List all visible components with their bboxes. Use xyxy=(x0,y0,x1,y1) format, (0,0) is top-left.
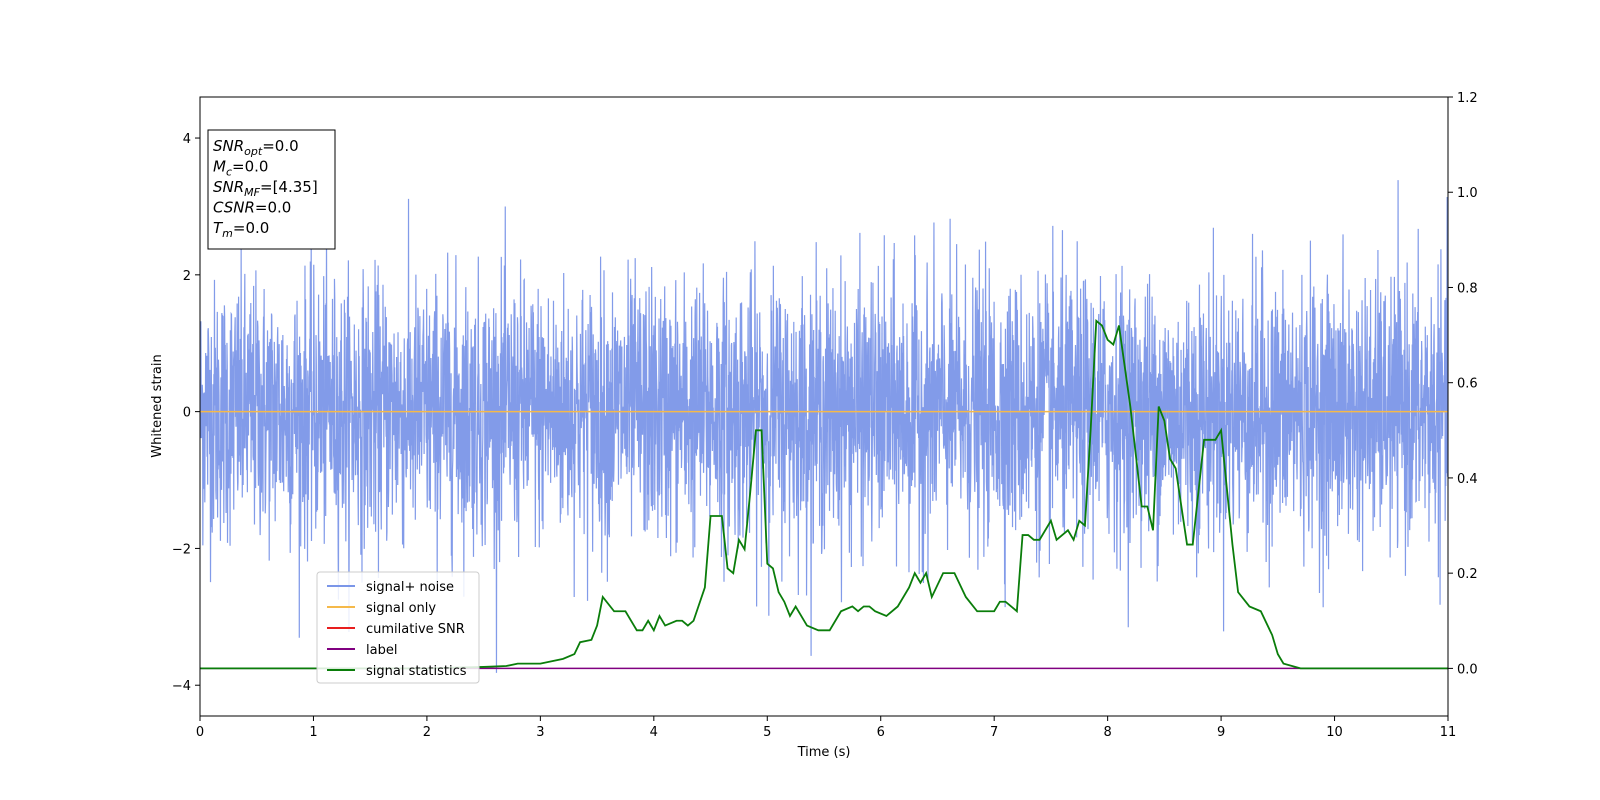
signal-statistics-line xyxy=(200,318,1448,670)
y-axis-right: 0.0 0.2 0.4 0.6 0.8 1.0 1.2 xyxy=(1448,91,1478,677)
y-right-tick-label: 0.4 xyxy=(1457,472,1478,487)
x-tick-label: 5 xyxy=(763,725,771,740)
y-right-tick-label: 1.0 xyxy=(1457,186,1478,201)
legend-frame xyxy=(316,571,480,684)
x-tick-label: 4 xyxy=(650,725,658,740)
y-right-tick-label: 0.8 xyxy=(1457,281,1478,296)
y-right-tick-label: 0.2 xyxy=(1457,567,1478,582)
legend-label: signal only xyxy=(366,601,436,616)
x-tick-label: 11 xyxy=(1440,725,1457,740)
stats-box-frame xyxy=(207,129,336,250)
x-tick-label: 7 xyxy=(990,725,998,740)
y-right-tick-label: 0.6 xyxy=(1457,377,1478,392)
y-left-tick-label: 0 xyxy=(183,406,191,421)
y-axis-label: Whitened strain xyxy=(150,354,165,457)
y-right-tick-label: 1.2 xyxy=(1457,91,1478,106)
x-tick-label: 1 xyxy=(309,725,317,740)
x-axis: 0 1 2 3 4 5 6 7 8 9 10 11 xyxy=(196,716,1456,740)
x-axis-label: Time (s) xyxy=(797,745,851,760)
y-left-tick-label: 4 xyxy=(183,132,191,147)
y-left-tick-label: −4 xyxy=(172,679,191,694)
legend-label: signal statistics xyxy=(366,664,467,679)
y-left-tick-label: −2 xyxy=(172,542,191,557)
x-tick-label: 9 xyxy=(1217,725,1225,740)
y-axis-left: −4 −2 0 2 4 xyxy=(172,132,200,694)
x-tick-label: 10 xyxy=(1326,725,1343,740)
legend-label: cumilative SNR xyxy=(366,622,465,637)
y-left-tick-label: 2 xyxy=(183,269,191,284)
plot-frame xyxy=(199,96,1449,717)
x-tick-label: 0 xyxy=(196,725,204,740)
legend-label: signal+ noise xyxy=(366,580,454,595)
signal-plus-noise-series xyxy=(200,180,1448,673)
stats-box-line: SNRopt=0.0 xyxy=(213,137,299,158)
legend-label: label xyxy=(366,643,397,658)
x-tick-label: 2 xyxy=(423,725,431,740)
signal-plus-noise-line xyxy=(200,180,1448,673)
stats-box-line: Tm=0.0 xyxy=(213,219,269,240)
stats-box-line: SNRMF=[4.35] xyxy=(213,178,318,199)
legend: signal+ noise signal only cumilative SNR la… xyxy=(316,571,480,684)
x-tick-label: 3 xyxy=(536,725,544,740)
x-tick-label: 8 xyxy=(1103,725,1111,740)
stats-box-line: Mc=0.0 xyxy=(213,158,268,179)
y-right-tick-label: 0.0 xyxy=(1457,662,1478,677)
stats-box-line: CSNR=0.0 xyxy=(213,199,291,217)
x-tick-label: 6 xyxy=(877,725,885,740)
